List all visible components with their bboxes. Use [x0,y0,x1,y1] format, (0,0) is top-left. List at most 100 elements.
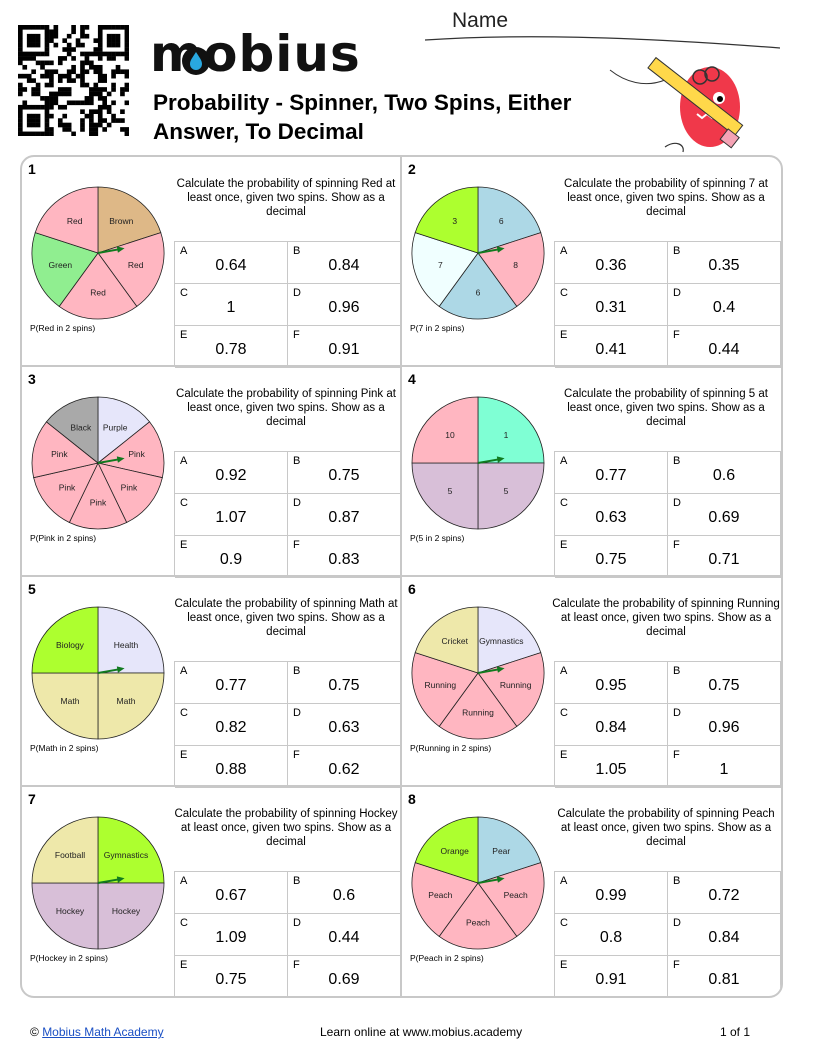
option-value: 0.99 [595,887,627,904]
spinner-slice [58,252,138,320]
option-value: 0.69 [708,509,740,526]
spinner-slice [438,672,518,740]
answer-option-c[interactable]: C 0.8 [555,914,668,956]
answer-option-b[interactable]: B 0.72 [668,872,781,914]
spinner-slice [477,186,542,254]
answer-option-d[interactable]: D 0.96 [668,704,781,746]
question-number: 4 [408,371,416,387]
spinner-slice-label: 7 [438,260,443,270]
answer-option-e[interactable]: E 0.88 [175,746,288,788]
spinner-arrow-head [116,666,125,673]
answer-option-f[interactable]: F 0.83 [288,536,401,578]
probability-label: P(Peach in 2 spins) [410,953,484,963]
answer-option-e[interactable]: E 1.05 [555,746,668,788]
answer-option-d[interactable]: D 0.63 [288,704,401,746]
spinner-slice [411,862,479,937]
option-value: 0.92 [215,467,247,484]
question-1: 1 Brown Red Red Green Red P(Red in 2 spins) Cal… [22,157,401,368]
answer-option-f[interactable]: F 0.69 [288,956,401,996]
answer-option-d[interactable]: D 0.69 [668,494,781,536]
answer-option-b[interactable]: B 0.84 [288,242,401,284]
answer-option-f[interactable]: F 0.81 [668,956,781,996]
answer-option-a[interactable]: A 0.95 [555,662,668,704]
answer-option-a[interactable]: A 0.36 [555,242,668,284]
answer-option-b[interactable]: B 0.75 [288,452,401,494]
answer-option-d[interactable]: D 0.4 [668,284,781,326]
option-letter: A [560,875,568,887]
answer-option-e[interactable]: E 0.9 [175,536,288,578]
answer-option-f[interactable]: F 0.91 [288,326,401,368]
answer-option-b[interactable]: B 0.6 [288,872,401,914]
question-number: 2 [408,161,416,177]
spinner-slice-label: Peach [504,890,528,900]
spinner-slice [97,672,165,740]
mobius-academy-link[interactable]: Mobius Math Academy [42,1025,164,1039]
answer-option-a[interactable]: A 0.64 [175,242,288,284]
answer-option-d[interactable]: D 0.87 [288,494,401,536]
spinner-slice-label: 6 [499,216,504,226]
answer-option-c[interactable]: C 0.63 [555,494,668,536]
answer-option-c[interactable]: C 1.09 [175,914,288,956]
option-letter: B [673,245,681,257]
answer-option-c[interactable]: C 0.82 [175,704,288,746]
answer-option-a[interactable]: A 0.67 [175,872,288,914]
probability-label: P(Running in 2 spins) [410,743,492,753]
answer-option-a[interactable]: A 0.99 [555,872,668,914]
question-6: 6 Gymnastics Running Running Running Cricket P… [402,577,781,788]
option-letter: B [293,875,301,887]
spinner-slice [97,606,165,674]
answer-option-d[interactable]: D 0.96 [288,284,401,326]
answer-option-f[interactable]: F 0.62 [288,746,401,788]
answer-option-d[interactable]: D 0.44 [288,914,401,956]
answer-option-a[interactable]: A 0.77 [555,452,668,494]
answer-options: A 0.77 B 0.6 C 0.63 D 0.69 E 0.75 F 0.71 [554,451,781,578]
logo-droplet-icon [182,47,210,75]
answer-option-c[interactable]: C 0.31 [555,284,668,326]
spinner-slice-label: Peach [428,890,452,900]
option-value: 0.41 [595,341,627,358]
answer-option-b[interactable]: B 0.6 [668,452,781,494]
option-letter: C [180,917,188,929]
spinner-slice [34,186,99,254]
answer-option-b[interactable]: B 0.35 [668,242,781,284]
answer-option-e[interactable]: E 0.91 [555,956,668,996]
spinner-arrow [477,248,500,254]
spinner-arrow [477,878,500,884]
option-value: 0.96 [328,299,360,316]
answer-option-c[interactable]: C 0.84 [555,704,668,746]
answer-option-e[interactable]: E 0.75 [555,536,668,578]
option-value: 1.09 [215,929,247,946]
answer-option-e[interactable]: E 0.78 [175,326,288,368]
spinner-slice-label: Pink [59,483,76,493]
answer-option-b[interactable]: B 0.75 [668,662,781,704]
spinner: Purple Pink Pink Pink Pink Pink Black [31,396,165,530]
spinner-slice-label: Football [55,850,85,860]
answer-option-c[interactable]: C 1.07 [175,494,288,536]
spinner-slice [438,882,518,950]
answer-option-e[interactable]: E 0.41 [555,326,668,368]
spinner-slice-label: Red [67,216,83,226]
option-value: 0.71 [708,551,740,568]
option-letter: E [180,959,188,971]
spinner-slice [97,186,162,254]
spinner-slice [477,606,542,674]
spinner-slice [414,186,479,254]
spinner-slice-label: Pink [90,498,107,508]
option-letter: E [560,539,568,551]
option-value: 0.9 [219,551,243,568]
answer-option-b[interactable]: B 0.75 [288,662,401,704]
option-letter: C [560,497,568,509]
question-number: 7 [28,791,36,807]
answer-option-a[interactable]: A 0.92 [175,452,288,494]
answer-option-a[interactable]: A 0.77 [175,662,288,704]
option-letter: C [560,287,568,299]
answer-option-e[interactable]: E 0.75 [175,956,288,996]
option-value: 0.4 [712,299,736,316]
spinner-slice-label: Red [128,260,144,270]
answer-option-f[interactable]: F 0.44 [668,326,781,368]
answer-option-f[interactable]: F 0.71 [668,536,781,578]
answer-option-d[interactable]: D 0.84 [668,914,781,956]
spinner-slice-label: Gymnastics [104,850,148,860]
